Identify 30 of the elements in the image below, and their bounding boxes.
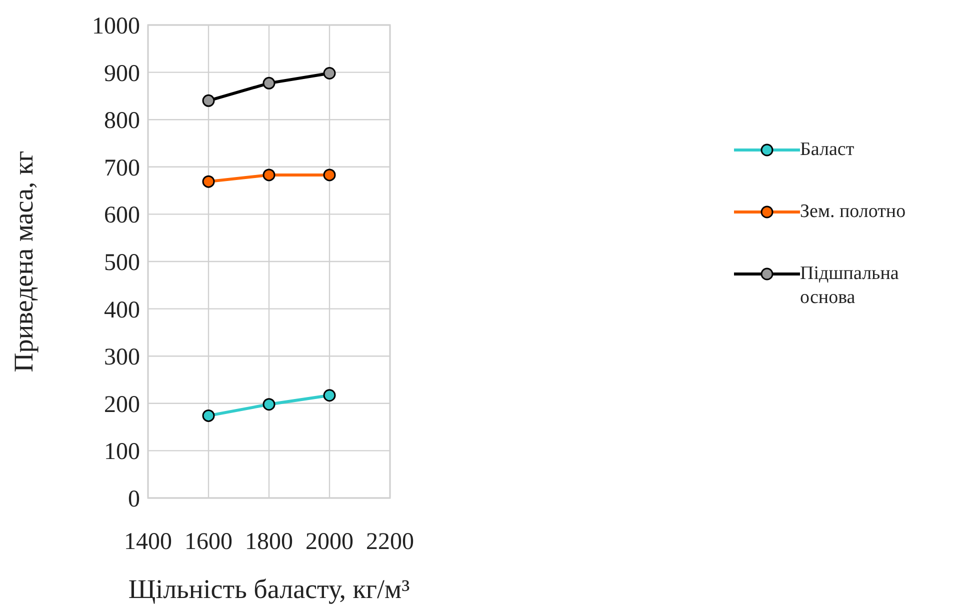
point <box>323 168 336 182</box>
point <box>262 168 276 182</box>
point <box>202 175 215 188</box>
point <box>262 398 276 411</box>
legend-label: Зем. полотно <box>800 200 907 224</box>
y-tick-label: 900 <box>104 60 140 87</box>
y-tick-label: 1000 <box>92 14 140 40</box>
point <box>262 76 276 90</box>
y-tick-label: 0 <box>128 486 140 513</box>
x-tick-label: 2000 <box>306 529 354 556</box>
x-tick-label: 2200 <box>366 529 414 556</box>
y-axis-title: Приведена маса, кг <box>8 150 39 372</box>
x-tick-label: 1800 <box>245 529 293 556</box>
y-tick-label: 500 <box>104 250 140 276</box>
y-tick-label: 100 <box>104 439 140 466</box>
legend-label: Підшпальна основа <box>800 262 900 310</box>
x-tick-label: 1400 <box>124 529 172 556</box>
y-tick-label: 700 <box>104 155 140 182</box>
x-axis-title: Щільність баласту, кг/м³ <box>128 574 410 604</box>
point <box>202 409 215 422</box>
point <box>202 94 215 107</box>
point <box>323 66 336 80</box>
point <box>323 389 336 402</box>
x-tick-label: 1600 <box>184 529 232 556</box>
legend-label: Баласт <box>800 138 856 162</box>
y-tick-label: 400 <box>104 297 140 324</box>
y-tick-label: 300 <box>104 344 140 371</box>
y-tick-label: 200 <box>104 392 140 418</box>
y-tick-label: 600 <box>104 202 140 229</box>
y-tick-label: 800 <box>104 108 140 134</box>
